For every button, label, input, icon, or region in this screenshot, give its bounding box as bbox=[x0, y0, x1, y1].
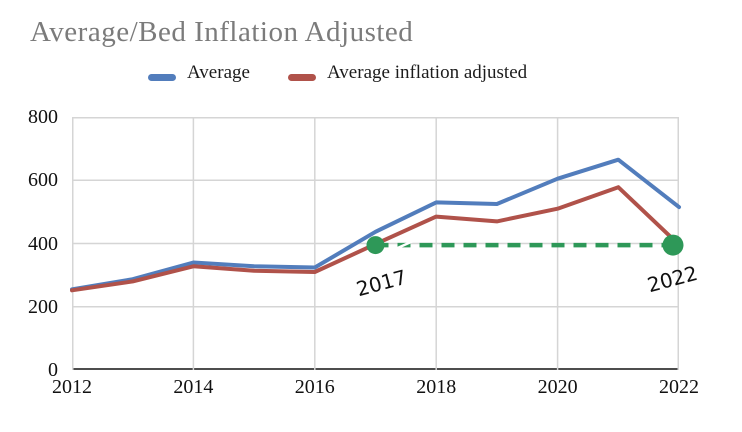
plot-area[interactable] bbox=[70, 117, 684, 370]
y-tick-label-0: 0 bbox=[48, 359, 58, 381]
annotation-dot-start bbox=[366, 236, 385, 255]
annotation-dot-end bbox=[662, 234, 684, 256]
legend-label-inflation-adjusted: Average inflation adjusted bbox=[327, 62, 528, 83]
y-tick-label-400: 400 bbox=[28, 232, 58, 255]
x-tick-label-2022: 2022 bbox=[659, 376, 699, 398]
y-tick-label-600: 600 bbox=[28, 169, 58, 192]
x-tick-label-2012: 2012 bbox=[52, 376, 92, 398]
annotation-slash bbox=[387, 236, 421, 254]
inflation-adjusted-series-swatch-icon bbox=[288, 74, 316, 81]
series-line-average bbox=[70, 157, 681, 292]
x-tick-label-2020: 2020 bbox=[537, 376, 578, 398]
x-tick-label-2016: 2016 bbox=[294, 376, 335, 398]
x-tick-label-2014: 2014 bbox=[173, 376, 214, 398]
legend: Average Average inflation adjusted bbox=[0, 60, 742, 90]
y-tick-label-800: 800 bbox=[28, 106, 58, 128]
chart-title: Average/Bed Inflation Adjusted bbox=[30, 16, 414, 48]
y-tick-label-200: 200 bbox=[28, 295, 58, 318]
legend-label-average: Average bbox=[187, 62, 250, 83]
average-series-swatch-icon bbox=[148, 74, 176, 81]
x-tick-label-2018: 2018 bbox=[416, 376, 457, 398]
